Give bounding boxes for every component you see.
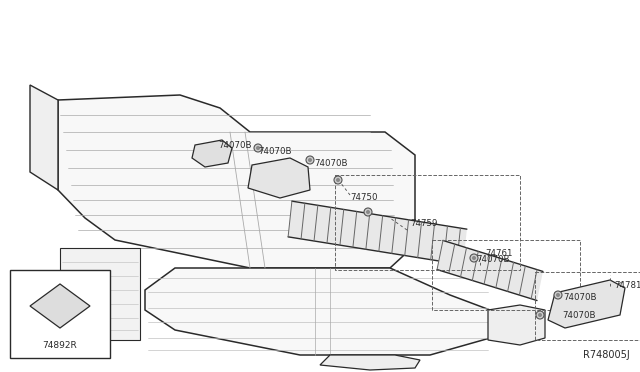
Text: 74070B: 74070B [563,292,596,301]
Text: 74070B: 74070B [562,311,595,320]
Circle shape [472,256,476,260]
Circle shape [254,144,262,152]
Polygon shape [248,158,310,198]
Text: 74761: 74761 [485,248,513,257]
Text: 74781: 74781 [614,280,640,289]
Text: 74750: 74750 [350,192,378,202]
Polygon shape [437,240,543,301]
Circle shape [336,178,340,182]
Polygon shape [30,85,58,190]
Circle shape [334,176,342,184]
Text: 74070B: 74070B [218,141,252,150]
Circle shape [308,158,312,162]
Text: 74759: 74759 [410,219,437,228]
Circle shape [556,293,560,297]
Polygon shape [30,284,90,328]
Circle shape [536,311,544,319]
Polygon shape [145,268,490,355]
Polygon shape [548,280,625,328]
Circle shape [256,146,260,150]
Polygon shape [58,95,415,268]
Circle shape [470,254,478,262]
Polygon shape [288,201,467,265]
Polygon shape [60,248,140,340]
Text: 74070B: 74070B [258,147,291,155]
Circle shape [306,156,314,164]
Circle shape [366,210,370,214]
Polygon shape [488,305,545,345]
Text: 74892R: 74892R [43,341,77,350]
Bar [10,270,110,358]
Circle shape [364,208,372,216]
Text: 74070B: 74070B [476,256,509,264]
Text: 74070B: 74070B [314,160,348,169]
Circle shape [554,291,562,299]
Polygon shape [320,355,420,370]
Text: R748005J: R748005J [583,350,630,360]
Circle shape [538,313,542,317]
Polygon shape [192,140,232,167]
